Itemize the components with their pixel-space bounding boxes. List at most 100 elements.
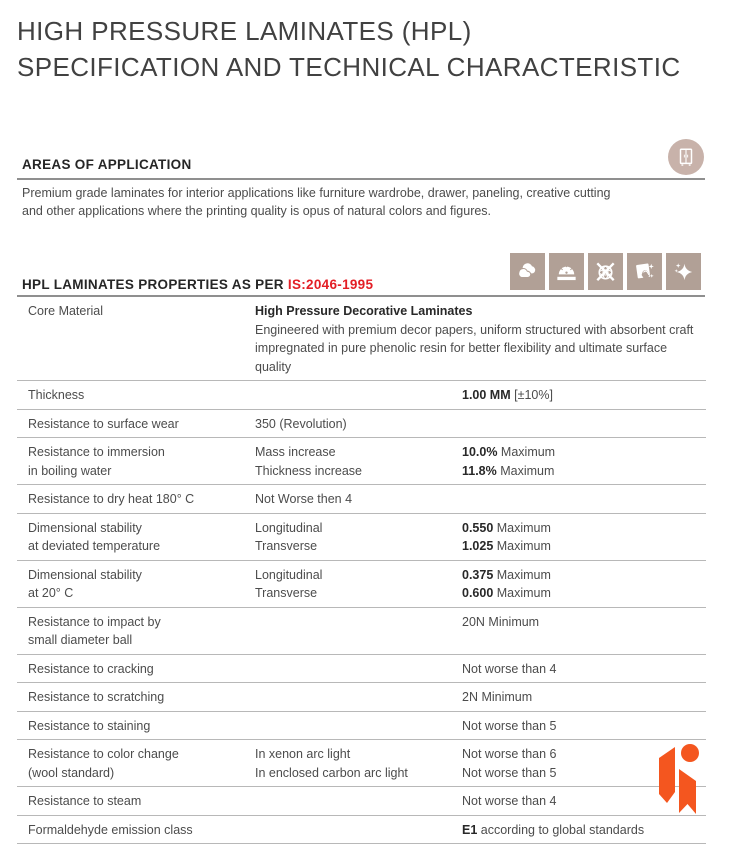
row-condition-line: Not Worse then 4 bbox=[255, 490, 462, 509]
row-label-line: Resistance to color change bbox=[28, 745, 255, 764]
row-condition-line: Transverse bbox=[255, 537, 462, 556]
row-value-cell bbox=[462, 490, 706, 509]
row-condition-line: Mass increase bbox=[255, 443, 462, 462]
row-value-bold: 0.550 bbox=[462, 521, 493, 535]
row-label-line: Resistance to steam bbox=[28, 792, 255, 811]
row-label-line: Dimensional stability bbox=[28, 519, 255, 538]
abrasion-disc-icon bbox=[549, 253, 584, 290]
page-title-line2: SPECIFICATION AND TECHNICAL CHARACTERIST… bbox=[17, 49, 681, 85]
row-condition-cell bbox=[255, 792, 462, 811]
row-condition-cell bbox=[255, 717, 462, 736]
row-label-line: at deviated temperature bbox=[28, 537, 255, 556]
row-value-bold: 1.025 bbox=[462, 539, 493, 553]
row-condition-line: Longitudinal bbox=[255, 566, 462, 585]
row-label-line: Resistance to dry heat 180° C bbox=[28, 490, 255, 509]
wipe-clean-icon bbox=[627, 253, 662, 290]
row-value-text: Maximum bbox=[493, 521, 551, 535]
row-description-line: impregnated in pure phenolic resin for b… bbox=[255, 339, 706, 376]
row-label-line: Resistance to impact by bbox=[28, 613, 255, 632]
row-value-cell: Not worse than 5 bbox=[462, 717, 706, 736]
row-value-line: 11.8% Maximum bbox=[462, 462, 706, 481]
row-value-text: [±10%] bbox=[511, 388, 553, 402]
row-value-line: 20N Minimum bbox=[462, 613, 706, 632]
wardrobe-icon bbox=[668, 139, 704, 175]
row-condition-cell bbox=[255, 688, 462, 707]
row-condition-cell bbox=[255, 660, 462, 679]
row-label-line: Resistance to staining bbox=[28, 717, 255, 736]
row-condition-cell bbox=[255, 613, 462, 650]
row-condition-line: Thickness increase bbox=[255, 462, 462, 481]
row-value-line: 2N Minimum bbox=[462, 688, 706, 707]
row-label-cell: Core Material bbox=[28, 302, 255, 376]
row-value-line: 0.375 Maximum bbox=[462, 566, 706, 585]
row-condition-line: In enclosed carbon arc light bbox=[255, 764, 462, 783]
row-label-cell: Resistance to surface wear bbox=[28, 415, 255, 434]
row-value-bold: 11.8% bbox=[462, 464, 497, 478]
row-description-line: Engineered with premium decor papers, un… bbox=[255, 321, 706, 340]
row-label-line: Dimensional stability bbox=[28, 566, 255, 585]
row-value-line: 0.550 Maximum bbox=[462, 519, 706, 538]
row-value-bold: 0.600 bbox=[462, 586, 493, 600]
row-value-line: Not worse than 5 bbox=[462, 717, 706, 736]
row-value-text: Not worse than 5 bbox=[462, 766, 557, 780]
sparkle-icon bbox=[666, 253, 701, 290]
table-row: Resistance to steam Not worse than 4 bbox=[17, 787, 706, 816]
standard-code: IS:2046-1995 bbox=[288, 277, 373, 292]
table-row: Resistance to color change(wool standard… bbox=[17, 740, 706, 787]
row-value-bold: 1.00 MM bbox=[462, 388, 511, 402]
row-value-text: Maximum bbox=[493, 539, 551, 553]
properties-heading-text: HPL LAMINATES PROPERTIES AS PER bbox=[22, 277, 288, 292]
crossed-yarn-icon bbox=[588, 253, 623, 290]
row-label-cell: Resistance to staining bbox=[28, 717, 255, 736]
row-value-line: 0.600 Maximum bbox=[462, 584, 706, 603]
row-condition-cell bbox=[255, 821, 462, 840]
row-label-line: Resistance to surface wear bbox=[28, 415, 255, 434]
row-value-text: Maximum bbox=[497, 445, 555, 459]
row-value-text: 2N Minimum bbox=[462, 690, 532, 704]
row-label-line: Thickness bbox=[28, 386, 255, 405]
row-condition-line: In xenon arc light bbox=[255, 745, 462, 764]
row-value-cell: Not worse than 4 bbox=[462, 660, 706, 679]
property-icon-strip bbox=[510, 253, 701, 290]
table-row: Resistance to scratching 2N Minimum bbox=[17, 683, 706, 712]
row-value-line: 10.0% Maximum bbox=[462, 443, 706, 462]
page-title: HIGH PRESSURE LAMINATES (HPL) SPECIFICAT… bbox=[17, 13, 681, 85]
row-label-cell: Resistance to scratching bbox=[28, 688, 255, 707]
row-label-cell: Formaldehyde emission class bbox=[28, 821, 255, 840]
row-condition-cell: Not Worse then 4 bbox=[255, 490, 462, 509]
row-label-line: Formaldehyde emission class bbox=[28, 821, 255, 840]
row-description-title: High Pressure Decorative Laminates bbox=[255, 302, 706, 321]
row-label-cell: Resistance to color change(wool standard… bbox=[28, 745, 255, 782]
row-value-line: 1.00 MM [±10%] bbox=[462, 386, 706, 405]
cloud-icon bbox=[510, 253, 545, 290]
row-condition-cell bbox=[255, 386, 462, 405]
properties-heading: HPL LAMINATES PROPERTIES AS PER IS:2046-… bbox=[22, 277, 373, 292]
row-label-line: Resistance to cracking bbox=[28, 660, 255, 679]
row-label-line: Core Material bbox=[28, 302, 255, 321]
row-label-line: at 20° C bbox=[28, 584, 255, 603]
row-label-line: (wool standard) bbox=[28, 764, 255, 783]
row-value-cell: 1.00 MM [±10%] bbox=[462, 386, 706, 405]
row-value-text: Not worse than 4 bbox=[462, 794, 557, 808]
row-label-cell: Thickness bbox=[28, 386, 255, 405]
row-value-text: Not worse than 4 bbox=[462, 662, 557, 676]
areas-divider bbox=[17, 178, 705, 180]
areas-of-application-heading: AREAS OF APPLICATION bbox=[22, 157, 192, 172]
row-condition-line: Longitudinal bbox=[255, 519, 462, 538]
row-value-text: Maximum bbox=[493, 586, 551, 600]
